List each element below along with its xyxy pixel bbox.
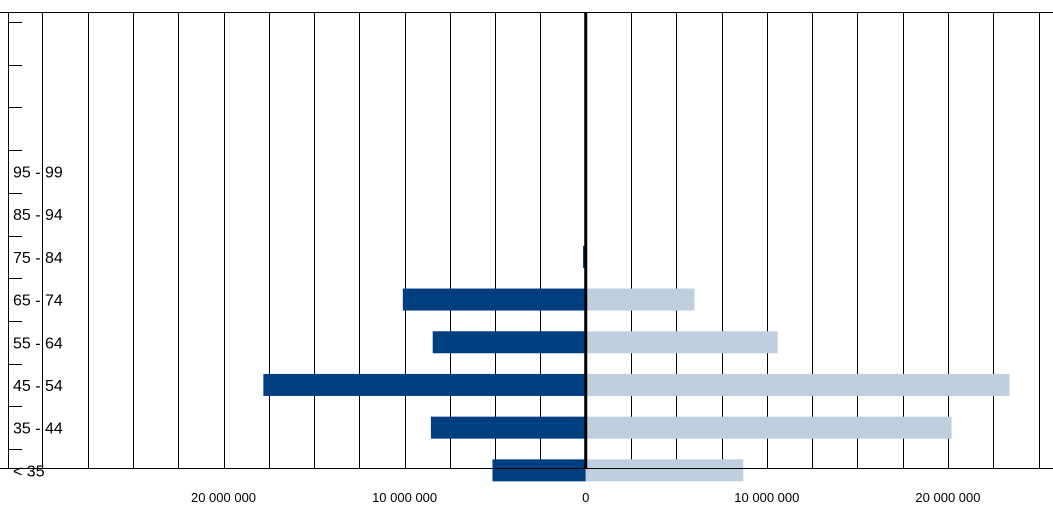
y-tick-label: 35 - 44 <box>13 421 63 438</box>
y-tick-label: < 35 <box>13 463 45 480</box>
bar-right <box>585 459 744 482</box>
bar-left <box>492 459 586 482</box>
y-tick-label: 95 - 99 <box>13 164 63 181</box>
x-tick-label: 10 000 000 <box>372 490 437 505</box>
x-tick-label: 10 000 000 <box>734 490 799 505</box>
axes <box>0 12 1053 469</box>
y-tick-label: 65 - 74 <box>13 293 63 310</box>
bar-right <box>585 373 1010 396</box>
x-tick-label: 0 <box>582 490 589 505</box>
y-tick-label: 75 - 84 <box>13 250 63 267</box>
bar-left <box>432 331 586 354</box>
bar-left <box>263 373 586 396</box>
grid-lines <box>42 12 1040 468</box>
y-tick-label: 85 - 94 <box>13 207 63 224</box>
y-tick-label: 45 - 54 <box>13 378 63 395</box>
bars <box>263 245 1010 482</box>
bar-right <box>585 416 952 439</box>
y-tick-label: 55 - 64 <box>13 335 63 352</box>
bar-right <box>585 288 695 311</box>
x-tick-label: 20 000 000 <box>191 490 256 505</box>
labels: 95 - 99 85 - 94 75 - 84 65 - 74 55 - 64 45 - … <box>13 164 980 505</box>
bar-left <box>430 416 586 439</box>
bar-right <box>585 331 778 354</box>
bar-left <box>402 288 586 311</box>
x-tick-label: 20 000 000 <box>915 490 980 505</box>
